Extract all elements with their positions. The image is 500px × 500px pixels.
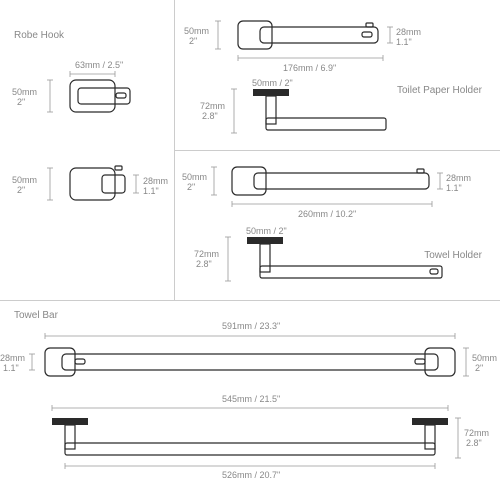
- th-side-h-dim: [218, 237, 234, 281]
- tb-side-barw: 526mm / 20.7": [222, 470, 280, 480]
- th-side-h-in: 2.8": [196, 259, 212, 269]
- robe-hook-side-h-dim: [36, 168, 56, 200]
- th-front-d-mm: 28mm: [446, 173, 471, 183]
- tb-front-icon: [40, 342, 460, 388]
- tb-front-plate-mm: 50mm: [472, 353, 497, 363]
- th-side-icon: [237, 234, 457, 292]
- tp-front-d-in: 1.1": [396, 37, 412, 47]
- towel-bar-title: Towel Bar: [14, 310, 58, 321]
- robe-hook-front-h-mm: 50mm: [12, 87, 37, 97]
- tp-front-h-in: 2": [189, 36, 197, 46]
- th-front-h-in: 2": [187, 182, 195, 192]
- tp-front-lh-dim: [208, 21, 224, 49]
- divider-h2: [0, 300, 500, 301]
- robe-hook-front-w: 63mm / 2.5": [75, 60, 123, 70]
- robe-hook-side-d-in: 1.1": [143, 186, 159, 196]
- th-front-d-in: 1.1": [446, 183, 462, 193]
- tb-side-h-mm: 72mm: [464, 428, 489, 438]
- robe-hook-side-icon: [60, 160, 140, 210]
- tp-front-h-mm: 50mm: [184, 26, 209, 36]
- robe-hook-side-d-mm: 28mm: [143, 176, 168, 186]
- tb-side-h-in: 2.8": [466, 438, 482, 448]
- tb-side-icon: [52, 415, 448, 465]
- th-front-w: 260mm / 10.2": [298, 209, 356, 219]
- tp-front-d-mm: 28mm: [396, 27, 421, 37]
- robe-hook-side-h-mm: 50mm: [12, 175, 37, 185]
- robe-hook-title: Robe Hook: [14, 30, 64, 41]
- robe-hook-side-h-in: 2": [17, 185, 25, 195]
- robe-hook-front-h-in: 2": [17, 97, 25, 107]
- tb-front-w: 591mm / 23.3": [222, 321, 280, 331]
- tp-side-h-mm: 72mm: [200, 101, 225, 111]
- tp-side-icon: [243, 86, 398, 141]
- tb-front-h-in: 1.1": [3, 363, 19, 373]
- tb-side-topw: 545mm / 21.5": [222, 394, 280, 404]
- th-side-plate-w: 50mm / 2": [246, 226, 287, 236]
- tp-side-h-dim: [224, 89, 240, 133]
- robe-hook-front-icon: [60, 70, 140, 125]
- tb-front-h-mm: 28mm: [0, 353, 25, 363]
- th-front-h-mm: 50mm: [182, 172, 207, 182]
- tp-side-h-in: 2.8": [202, 111, 218, 121]
- th-side-h-mm: 72mm: [194, 249, 219, 259]
- tb-front-plate-in: 2": [475, 363, 483, 373]
- toilet-paper-title: Toilet Paper Holder: [397, 85, 482, 96]
- tp-front-w: 176mm / 6.9": [283, 63, 336, 73]
- tp-side-plate-w: 50mm / 2": [252, 78, 293, 88]
- robe-hook-front-h-dim: [36, 80, 56, 112]
- divider-h1: [175, 150, 500, 151]
- tb-front-w-dim: [45, 330, 455, 342]
